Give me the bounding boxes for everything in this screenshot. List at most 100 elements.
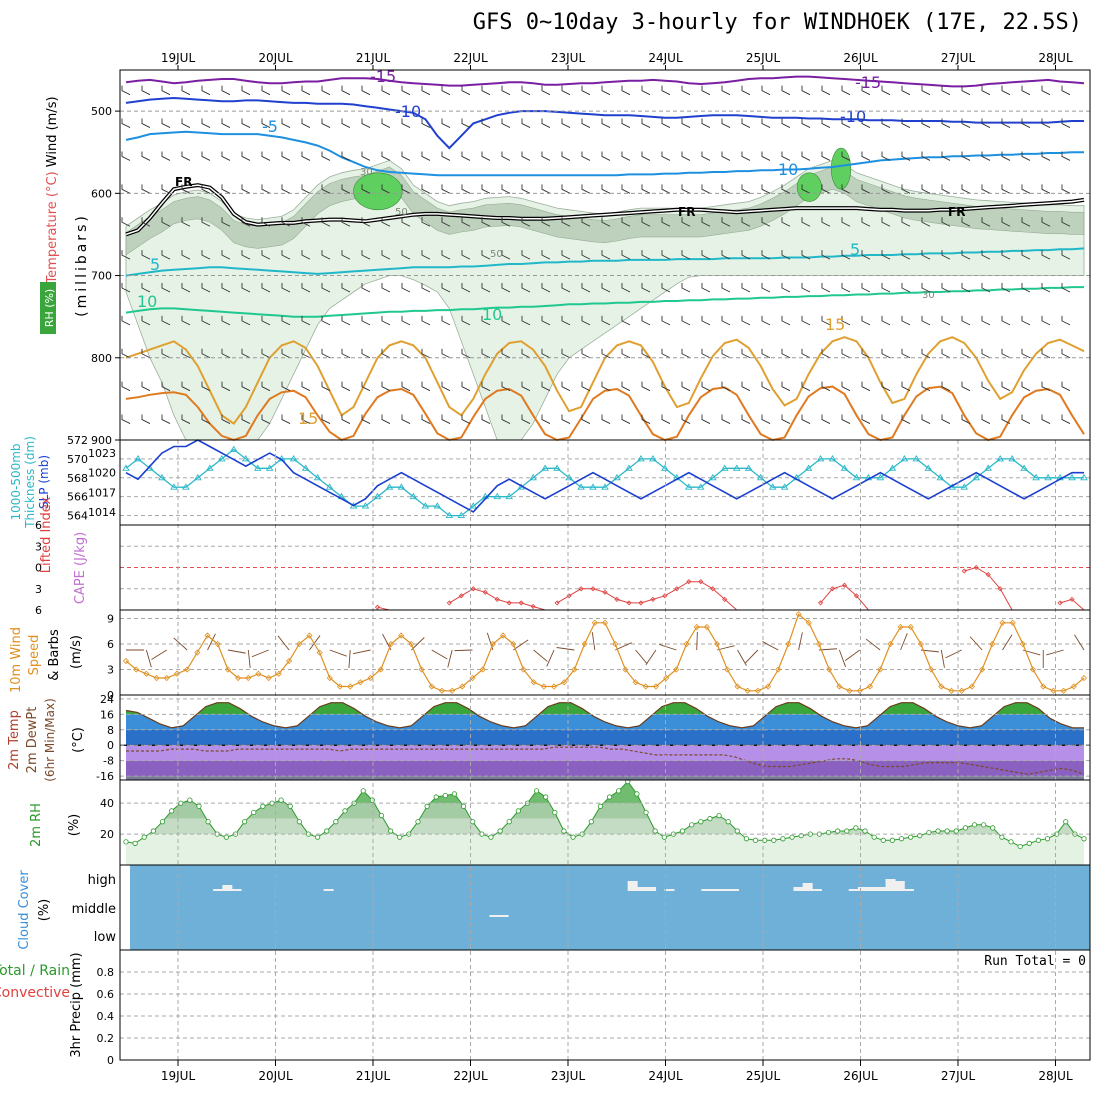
wind-barb — [161, 118, 171, 128]
wind-barb — [281, 414, 291, 424]
wind-barb — [301, 85, 311, 96]
rh-point — [287, 803, 293, 809]
contour-label: -15 — [855, 73, 881, 92]
wind-barb — [798, 632, 803, 651]
wind-barb — [781, 250, 791, 260]
wind-barb — [1021, 348, 1031, 359]
wind-barb — [941, 85, 951, 96]
wind-barb — [601, 348, 611, 359]
rh-point — [716, 812, 722, 819]
wind-barb — [361, 348, 371, 359]
wind-speed-point — [204, 632, 211, 639]
rh-point — [1026, 840, 1032, 846]
rh-point — [862, 828, 868, 834]
wind-speed-point — [928, 666, 935, 673]
contour-label: FR — [175, 175, 192, 189]
wind-barb — [481, 151, 491, 161]
wind-barb — [701, 118, 711, 128]
wind-barb — [281, 381, 291, 392]
wind-barb — [421, 184, 431, 194]
wind-barb — [581, 184, 591, 194]
wind-barb — [421, 315, 431, 326]
thickness-point — [385, 483, 394, 490]
lifted-index-point — [374, 604, 381, 610]
wind-barb — [441, 250, 451, 260]
cloud-bar — [489, 915, 500, 917]
thickness-point — [529, 473, 537, 481]
rh-point — [789, 834, 795, 840]
slp-tick: 1017 — [88, 486, 116, 499]
thickness-point — [756, 473, 765, 481]
wind-barb — [781, 381, 791, 392]
wind-barb — [541, 184, 551, 194]
wind-barb — [141, 118, 151, 128]
wind-barb — [1001, 151, 1011, 161]
wind-speed-point — [306, 632, 313, 639]
wind-barb — [361, 151, 371, 161]
wind-speed-point — [316, 649, 323, 656]
wind-barb — [1021, 151, 1031, 161]
wind-barb — [241, 315, 251, 326]
wind-barb — [441, 414, 451, 424]
thickness-point — [433, 502, 442, 509]
wind-barb — [1021, 184, 1031, 194]
wind-speed-point — [469, 674, 476, 682]
temp-tick: 16 — [100, 708, 114, 721]
wind-speed-point — [438, 687, 446, 694]
temp-band — [126, 776, 1084, 780]
lifted-index-point — [961, 568, 967, 574]
thickness-point — [924, 464, 933, 471]
lifted-index-point — [985, 572, 991, 578]
wind-barb — [381, 283, 391, 293]
wind-barb — [401, 283, 411, 293]
wind-barb — [801, 151, 811, 161]
wind-barb — [261, 381, 271, 392]
wind-barb — [1001, 348, 1011, 359]
wind-barb — [721, 348, 731, 359]
wind-barb — [601, 414, 611, 424]
rh-point — [597, 803, 604, 809]
wind-barb — [161, 414, 171, 424]
lifted-index-point — [554, 600, 560, 606]
wind-speed-point — [163, 674, 170, 682]
wind-barb — [818, 648, 838, 651]
rh-contour-30 — [125, 159, 1085, 441]
wind-barb — [501, 414, 511, 424]
thickness-tick: 572 — [67, 434, 88, 447]
rh-point — [734, 828, 740, 834]
wind-barb — [181, 348, 191, 359]
wind-speed-point — [408, 640, 415, 648]
wind-barb — [661, 250, 671, 260]
wind-barb — [881, 217, 891, 227]
wind-barb — [621, 85, 631, 96]
wind-barb — [801, 250, 811, 260]
cloud-bar — [802, 883, 813, 891]
date-label-bottom: 20JUL — [258, 1069, 293, 1083]
temp-band — [126, 745, 1084, 761]
wind-barb — [701, 85, 711, 96]
cloud-bar — [894, 881, 905, 891]
wind-barb — [881, 283, 891, 293]
thickness-point — [601, 483, 609, 490]
wind-barb — [1041, 414, 1051, 424]
wind-barb — [201, 414, 211, 424]
wind-barb — [716, 645, 735, 651]
wind-barb — [581, 348, 591, 359]
wind-barb — [201, 250, 211, 260]
thickness-point — [218, 455, 226, 462]
wind-barb — [541, 283, 551, 293]
contour-label: -15 — [370, 67, 396, 86]
wind-barb — [201, 118, 211, 128]
wind-barb — [801, 348, 811, 359]
wind-barb — [901, 184, 911, 194]
wind-barb — [261, 118, 271, 128]
wind-barb — [441, 217, 451, 227]
wind-barb — [221, 381, 231, 392]
lifted-index-point — [686, 579, 692, 585]
wind-barb — [1046, 649, 1064, 656]
wind-barb — [481, 250, 491, 260]
thickness-point — [158, 473, 166, 481]
wind-barb — [201, 85, 211, 96]
wind-barb — [921, 217, 931, 227]
wind-barb — [601, 151, 611, 161]
